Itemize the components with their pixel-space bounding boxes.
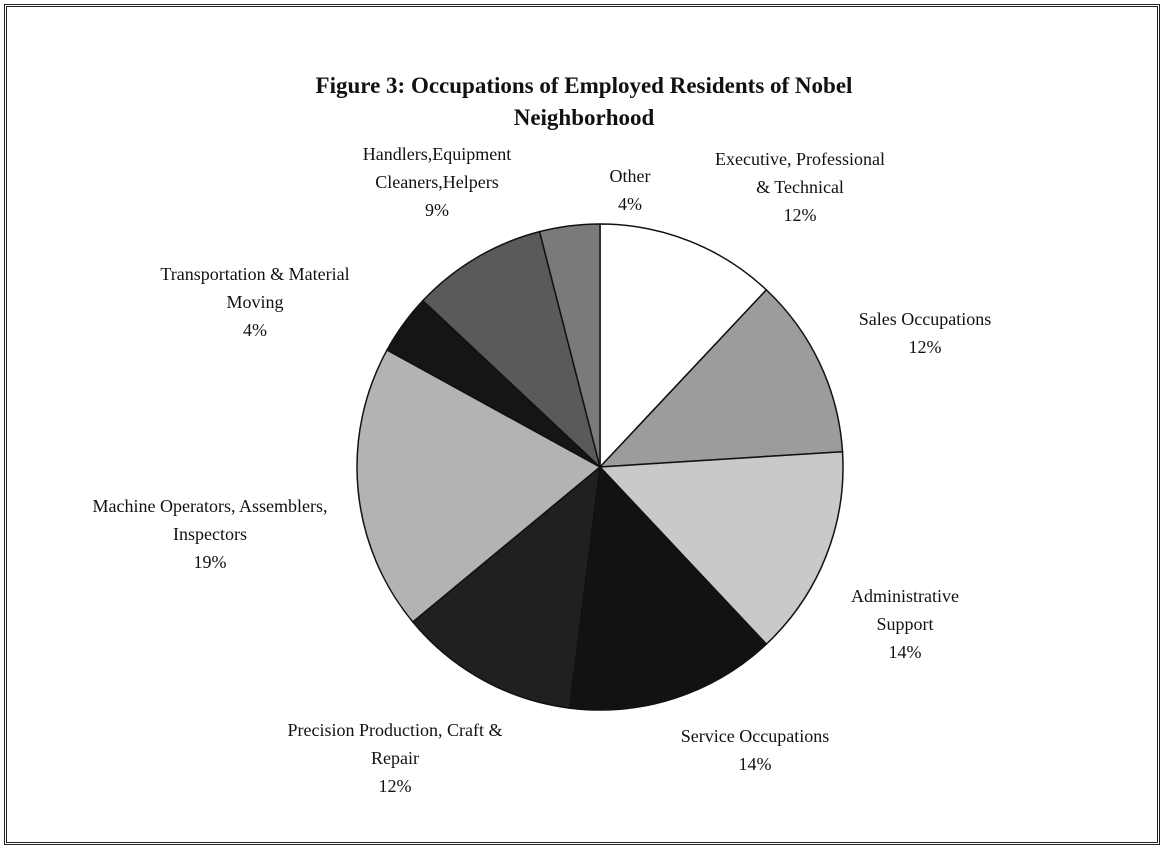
slice-label: Other 4% — [590, 162, 670, 218]
value-label: 4% — [243, 320, 267, 340]
value-label: 14% — [738, 754, 772, 774]
value-label: 14% — [888, 642, 922, 662]
value-label: 12% — [378, 776, 412, 796]
category-label: Machine Operators, Assemblers, Inspector… — [92, 496, 328, 544]
value-label: 12% — [908, 337, 942, 357]
pie-slice — [421, 230, 602, 470]
slice-label: Transportation & Material Moving 4% — [145, 260, 365, 344]
pie-slice — [599, 223, 768, 469]
value-label: 19% — [193, 552, 227, 572]
frame — [4, 4, 1160, 845]
slice-label: Handlers,Equipment Cleaners,Helpers 9% — [337, 140, 537, 224]
category-label: Service Occupations — [680, 726, 830, 746]
slice-label: Precision Production, Craft & Repair 12% — [280, 716, 510, 800]
slice-label: Administrative Support 14% — [830, 582, 980, 666]
pie-slice — [356, 348, 602, 623]
slice-label: Executive, Professional & Technical 12% — [715, 145, 885, 229]
pie-slice — [598, 450, 844, 646]
category-label: Precision Production, Craft & Repair — [287, 720, 503, 768]
category-label: Handlers,Equipment Cleaners,Helpers — [362, 144, 512, 192]
slice-label: Service Occupations 14% — [630, 722, 880, 778]
category-label: Other — [609, 166, 651, 186]
slice-label: Sales Occupations 12% — [810, 305, 1040, 361]
category-label: Administrative Support — [851, 586, 959, 634]
pie-slice — [538, 223, 601, 468]
value-label: 12% — [783, 205, 817, 225]
category-label: Executive, Professional & Technical — [715, 149, 885, 197]
chart-title: Figure 3: Occupations of Employed Reside… — [315, 73, 853, 130]
pie-slice — [568, 465, 768, 711]
category-label: Transportation & Material Moving — [160, 264, 350, 312]
slice-label: Machine Operators, Assemblers, Inspector… — [90, 492, 330, 576]
value-label: 9% — [425, 200, 449, 220]
pie-slice — [411, 465, 601, 709]
category-label: Sales Occupations — [858, 309, 992, 329]
value-label: 4% — [618, 194, 642, 214]
pie-slice — [598, 288, 844, 468]
